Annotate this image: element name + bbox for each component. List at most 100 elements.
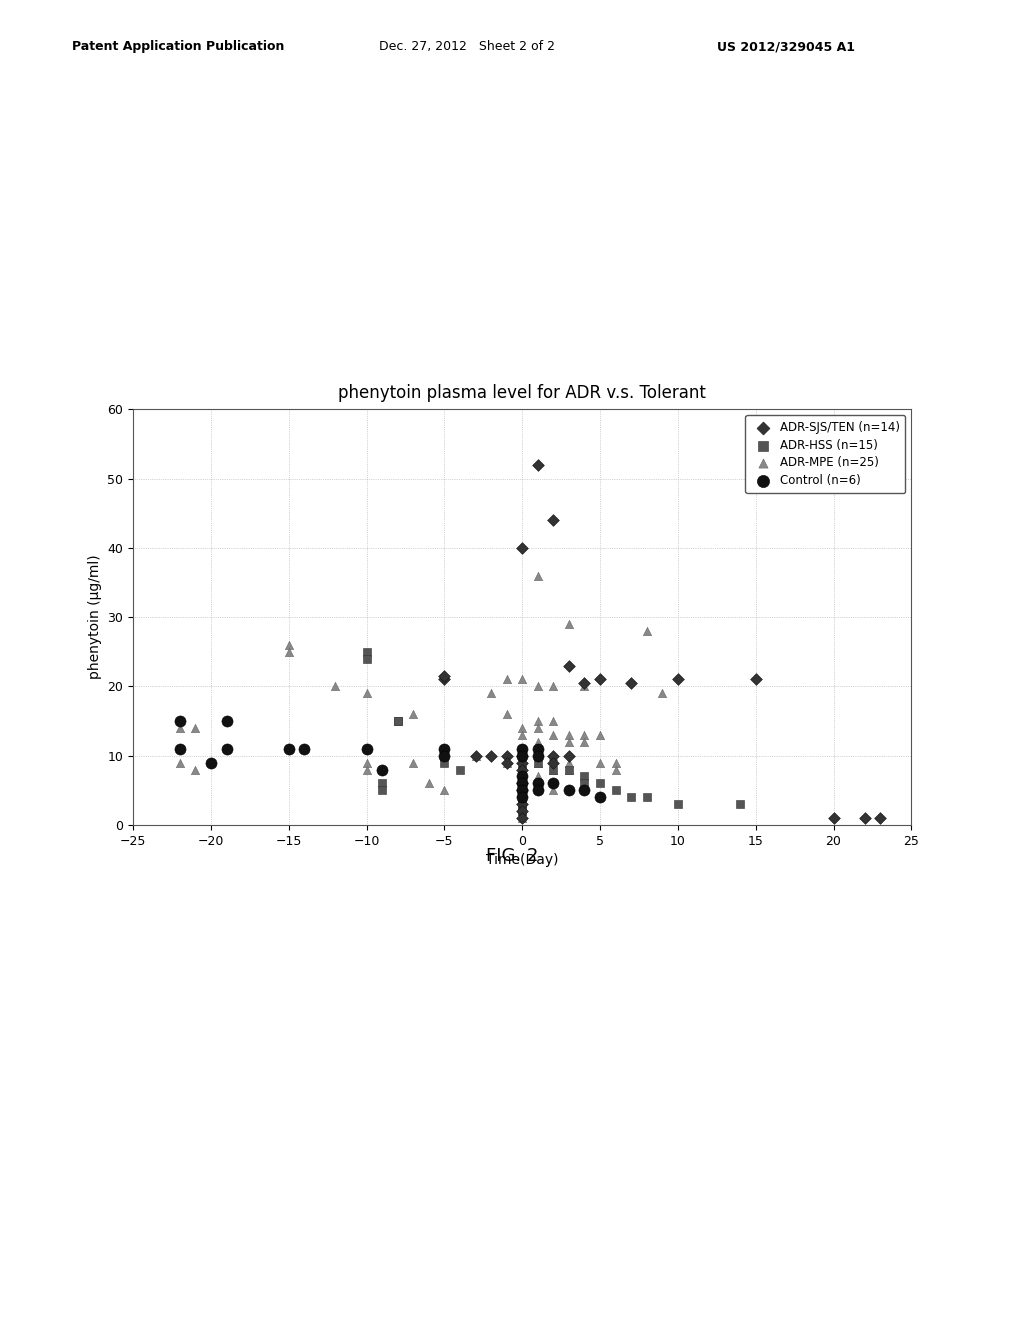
Point [545, 676, 561, 697]
Point [499, 704, 515, 725]
Point [561, 614, 578, 635]
Point [639, 620, 655, 642]
Point [218, 710, 234, 731]
Point [514, 772, 530, 793]
Point [358, 682, 375, 704]
Point [499, 744, 515, 766]
Point [514, 800, 530, 821]
Point [514, 793, 530, 814]
Point [545, 780, 561, 801]
Point [483, 682, 500, 704]
Point [732, 793, 749, 814]
Point [529, 766, 546, 787]
Point [514, 752, 530, 774]
Point [281, 738, 297, 759]
Point [172, 718, 188, 739]
Point [499, 752, 515, 774]
Point [577, 725, 593, 746]
Point [529, 738, 546, 759]
Point [545, 759, 561, 780]
Point [514, 766, 530, 787]
Point [529, 752, 546, 774]
Point [406, 752, 422, 774]
Point [514, 738, 530, 759]
Point [529, 710, 546, 731]
Point [561, 744, 578, 766]
Point [514, 787, 530, 808]
Point [514, 793, 530, 814]
Point [654, 682, 671, 704]
Point [328, 676, 344, 697]
Point [187, 718, 204, 739]
Point [607, 759, 624, 780]
Point [187, 759, 204, 780]
Point [561, 752, 578, 774]
Point [358, 752, 375, 774]
Point [545, 759, 561, 780]
Point [358, 642, 375, 663]
Point [296, 738, 312, 759]
Point [514, 744, 530, 766]
Point [670, 793, 686, 814]
Point [389, 710, 406, 731]
Legend: ADR-SJS/TEN (n=14), ADR-HSS (n=15), ADR-MPE (n=25), Control (n=6): ADR-SJS/TEN (n=14), ADR-HSS (n=15), ADR-… [745, 414, 905, 494]
Point [545, 510, 561, 531]
Text: FIG. 2: FIG. 2 [485, 846, 539, 865]
Point [872, 808, 889, 829]
Point [529, 454, 546, 475]
Point [514, 537, 530, 558]
Point [529, 752, 546, 774]
Point [577, 676, 593, 697]
Point [218, 738, 234, 759]
Point [529, 772, 546, 793]
Point [529, 744, 546, 766]
Point [545, 772, 561, 793]
Point [514, 752, 530, 774]
Point [358, 759, 375, 780]
Point [577, 672, 593, 693]
Point [825, 808, 842, 829]
Point [514, 793, 530, 814]
Point [436, 738, 453, 759]
Point [545, 752, 561, 774]
Point [483, 744, 500, 766]
Point [172, 710, 188, 731]
Point [467, 744, 483, 766]
Point [203, 752, 219, 774]
Point [436, 752, 453, 774]
Point [514, 780, 530, 801]
Point [514, 787, 530, 808]
Point [374, 759, 390, 780]
Point [561, 759, 578, 780]
Point [499, 669, 515, 690]
Point [514, 744, 530, 766]
Point [592, 725, 608, 746]
Point [592, 772, 608, 793]
Point [577, 780, 593, 801]
Point [374, 780, 390, 801]
Point [467, 744, 483, 766]
Point [529, 718, 546, 739]
Point [514, 772, 530, 793]
Point [358, 648, 375, 669]
Point [436, 744, 453, 766]
Point [514, 808, 530, 829]
Point [421, 772, 437, 793]
Point [561, 731, 578, 752]
Point [529, 565, 546, 586]
Point [592, 669, 608, 690]
Y-axis label: phenytoin (μg/ml): phenytoin (μg/ml) [88, 554, 101, 680]
Title: phenytoin plasma level for ADR v.s. Tolerant: phenytoin plasma level for ADR v.s. Tole… [338, 384, 707, 403]
Point [561, 759, 578, 780]
Point [856, 808, 872, 829]
Point [561, 780, 578, 801]
Point [499, 752, 515, 774]
Point [514, 808, 530, 829]
Point [514, 725, 530, 746]
Point [670, 669, 686, 690]
Point [561, 655, 578, 676]
Point [406, 704, 422, 725]
Point [358, 738, 375, 759]
Point [514, 800, 530, 821]
Point [592, 752, 608, 774]
